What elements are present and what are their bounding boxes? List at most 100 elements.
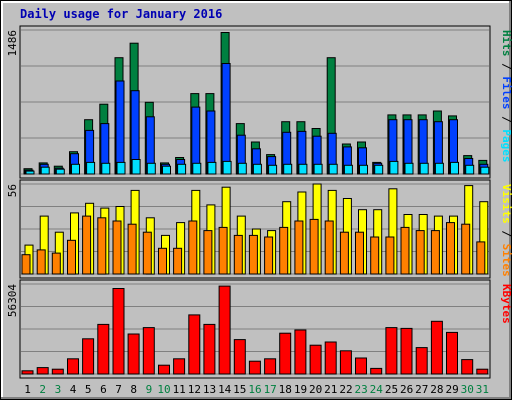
x-tick-label: 19 xyxy=(294,383,307,396)
x-tick-label: 6 xyxy=(100,383,107,396)
series-legend: KBytes xyxy=(500,284,512,324)
bar-kbytes xyxy=(21,370,34,375)
x-tick-label: 13 xyxy=(203,383,216,396)
x-tick-label: 14 xyxy=(218,383,232,396)
bevel-left xyxy=(1,1,3,399)
bar-kbytes xyxy=(112,288,125,375)
bar-kbytes xyxy=(158,364,170,375)
bar-kbytes xyxy=(142,327,155,375)
bar-pages xyxy=(328,163,338,175)
bar-sites xyxy=(21,254,31,275)
x-tick-label: 10 xyxy=(157,383,170,396)
bar-pages xyxy=(389,160,399,175)
ymax-label: 56304 xyxy=(6,284,19,317)
bar-pages xyxy=(71,163,80,175)
bar-sites xyxy=(173,247,183,275)
bar-pages xyxy=(313,163,323,175)
bevel-top xyxy=(1,1,511,3)
bar-pages xyxy=(404,162,414,175)
bevel-right xyxy=(509,1,511,399)
x-tick-label: 28 xyxy=(430,383,443,396)
bar-pages xyxy=(343,164,353,175)
bar-pages xyxy=(177,163,187,175)
x-tick-label: 4 xyxy=(70,383,77,396)
bar-kbytes xyxy=(446,331,458,375)
bar-pages xyxy=(465,164,475,175)
bar-pages xyxy=(146,162,156,175)
bar-sites xyxy=(203,230,213,275)
bar-sites xyxy=(248,234,258,275)
bar-sites xyxy=(218,226,228,275)
x-tick-label: 24 xyxy=(370,383,384,396)
bar-kbytes xyxy=(400,327,413,375)
bar-kbytes xyxy=(82,338,95,375)
bar-pages xyxy=(298,163,308,175)
bar-sites xyxy=(415,230,425,275)
bar-files xyxy=(115,80,125,175)
bar-kbytes xyxy=(430,320,443,375)
bar-pages xyxy=(359,164,368,175)
bar-sites xyxy=(188,220,198,275)
bar-kbytes xyxy=(279,332,292,375)
x-tick-label: 3 xyxy=(55,383,62,396)
bar-pages xyxy=(434,162,444,175)
bar-pages xyxy=(222,160,232,175)
x-tick-label: 31 xyxy=(476,383,489,396)
bar-kbytes xyxy=(233,339,246,375)
bar-sites xyxy=(264,236,274,275)
x-tick-label: 9 xyxy=(146,383,153,396)
bar-sites xyxy=(400,226,410,275)
bar-kbytes xyxy=(370,367,383,375)
bar-kbytes xyxy=(248,360,261,375)
x-tick-label: 20 xyxy=(309,383,322,396)
x-tick-label: 7 xyxy=(115,383,122,396)
bar-kbytes xyxy=(476,368,489,375)
x-tick-label: 29 xyxy=(445,383,458,396)
ymax-label: 56 xyxy=(6,184,19,197)
bar-sites xyxy=(127,223,137,275)
bar-sites xyxy=(446,222,455,275)
bar-pages xyxy=(86,161,96,175)
bar-kbytes xyxy=(339,350,352,375)
bar-pages xyxy=(25,170,35,175)
bar-sites xyxy=(339,231,349,275)
bar-pages xyxy=(252,163,262,175)
x-tick-label: 15 xyxy=(233,383,246,396)
bar-sites xyxy=(67,239,76,275)
bar-sites xyxy=(36,249,46,275)
x-tick-label: 2 xyxy=(39,383,46,396)
bar-sites xyxy=(385,236,395,275)
bar-sites xyxy=(158,247,167,275)
bar-sites xyxy=(324,220,334,275)
x-tick-label: 17 xyxy=(264,383,277,396)
bar-sites xyxy=(294,220,304,275)
bar-kbytes xyxy=(51,368,64,375)
bar-pages xyxy=(480,166,490,175)
bar-kbytes xyxy=(324,341,337,375)
bar-sites xyxy=(51,252,61,275)
bar-sites xyxy=(82,215,92,275)
x-tick-label: 11 xyxy=(173,383,186,396)
bar-kbytes xyxy=(355,357,367,375)
bar-files xyxy=(221,63,231,175)
bar-kbytes xyxy=(218,285,231,375)
bar-sites xyxy=(97,217,107,275)
bar-sites xyxy=(309,218,319,275)
bar-sites xyxy=(142,231,152,275)
bar-sites xyxy=(112,220,122,275)
bar-pages xyxy=(55,168,65,175)
bar-pages xyxy=(450,161,459,175)
x-tick-label: 1 xyxy=(24,383,31,396)
bar-kbytes xyxy=(309,344,322,375)
bar-sites xyxy=(355,231,364,275)
series-legend: Visits / Sites xyxy=(500,184,512,277)
x-tick-label: 23 xyxy=(354,383,367,396)
bar-pages xyxy=(207,161,217,175)
bar-pages xyxy=(116,161,126,175)
x-tick-label: 5 xyxy=(85,383,92,396)
bar-pages xyxy=(374,164,384,175)
ymax-label: 1486 xyxy=(6,30,19,57)
x-tick-label: 21 xyxy=(324,383,337,396)
bar-pages xyxy=(283,163,293,175)
